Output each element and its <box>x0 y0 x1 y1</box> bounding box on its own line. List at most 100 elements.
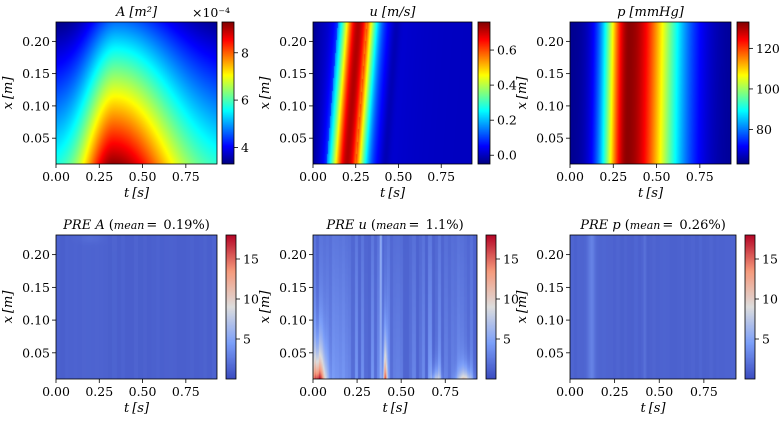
y-axis-unit: [m] <box>258 290 273 313</box>
title-mean-value: 0.26% <box>679 218 720 233</box>
y-tick-label: 0.20 <box>536 247 564 262</box>
x-axis-symbol: t <box>380 186 386 201</box>
x-tick-label: 0.50 <box>643 169 671 184</box>
y-tick-label: 0.05 <box>536 131 564 146</box>
x-tick-label: 0.50 <box>129 384 157 399</box>
x-tick-label: 0.75 <box>172 169 200 184</box>
x-axis-unit: [s] <box>132 186 150 201</box>
y-tick-label: 0.10 <box>22 98 50 113</box>
heatmap-image <box>570 22 731 164</box>
title-paren-close: ) <box>205 218 210 233</box>
colorbar <box>222 22 234 164</box>
colorbar-tick-label: 5 <box>762 332 770 347</box>
x-tick-label: 0.25 <box>601 384 629 399</box>
title-paren-close: ) <box>459 218 464 233</box>
heatmap-panel-2: 0.00 0.25 0.50 0.75 0.05 0.10 0.15 0.20 t [s] x [m]… <box>258 5 517 201</box>
y-tick-label: 0.15 <box>536 280 564 295</box>
colorbar-tick-label: 5 <box>243 332 251 347</box>
title-unit: [m²] <box>129 5 158 20</box>
heatmap-image <box>56 22 217 164</box>
colorbar-tick-label: 0.2 <box>497 113 517 128</box>
x-tick-label: 0.75 <box>690 384 718 399</box>
x-tick-label: 0.25 <box>343 384 371 399</box>
x-axis-unit: [s] <box>646 186 664 201</box>
x-axis-symbol: t <box>640 401 646 416</box>
colorbar-frame <box>477 21 491 165</box>
colorbar-tick-label: 5 <box>503 332 511 347</box>
plot-frame <box>569 234 737 380</box>
title-mean-label: mean <box>114 219 145 232</box>
x-tick-label: 0.00 <box>556 169 584 184</box>
x-axis-unit: [s] <box>649 401 667 416</box>
x-axis-label: t [s] <box>382 401 408 416</box>
title-paren-open: ( <box>371 218 376 233</box>
title-symbol: PRE u <box>325 218 367 233</box>
y-tick-label: 0.20 <box>536 34 564 49</box>
y-tick-label: 0.05 <box>279 131 307 146</box>
x-axis-label: t [s] <box>124 401 150 416</box>
chart-title: u [m/s] <box>370 5 417 20</box>
x-axis-symbol: t <box>638 186 644 201</box>
chart-title: PRE A (mean = 0.19%) <box>62 218 210 233</box>
title-unit: [mmHg] <box>629 5 684 20</box>
colorbar-tick-label: 120 <box>756 41 780 56</box>
y-axis-unit: [m] <box>1 76 16 99</box>
colorbar-tick-label: 0.4 <box>497 78 517 93</box>
x-axis-label: t [s] <box>638 186 664 201</box>
y-axis-unit: [m] <box>515 290 530 313</box>
colorbar-tick-label: 6 <box>241 93 249 108</box>
title-unit: [m/s] <box>382 5 416 20</box>
x-tick-label: 0.50 <box>387 384 415 399</box>
y-tick-label: 0.20 <box>279 34 307 49</box>
x-tick-label: 0.00 <box>42 169 70 184</box>
x-tick-label: 0.75 <box>172 384 200 399</box>
y-tick-label: 0.15 <box>536 66 564 81</box>
y-tick-label: 0.20 <box>279 247 307 262</box>
x-axis-unit: [s] <box>391 401 409 416</box>
heatmap-panel-3: 0.00 0.25 0.50 0.75 0.05 0.10 0.15 0.20 t [s] x [m]… <box>515 5 780 201</box>
x-tick-label: 0.25 <box>85 384 113 399</box>
title-mean-value: 0.19% <box>163 218 204 233</box>
title-symbol: u <box>370 5 378 20</box>
x-tick-label: 0.50 <box>129 169 157 184</box>
heatmap-image <box>313 235 477 379</box>
colorbar <box>745 235 755 379</box>
x-tick-label: 0.00 <box>42 384 70 399</box>
y-tick-label: 0.10 <box>536 98 564 113</box>
colorbar-tick-label: 10 <box>503 292 519 307</box>
heatmap-panel-4: 0.00 0.25 0.50 0.75 0.05 0.10 0.15 0.20 t [s] x [m]… <box>1 218 259 416</box>
colorbar-tick-label: 8 <box>241 45 249 60</box>
title-paren-close: ) <box>721 218 726 233</box>
colorbar <box>226 235 236 379</box>
x-tick-label: 0.50 <box>645 384 673 399</box>
plot-frame <box>55 234 218 380</box>
x-tick-label: 0.00 <box>556 384 584 399</box>
title-mean-label: mean <box>376 219 407 232</box>
colorbar <box>486 235 496 379</box>
x-tick-label: 0.00 <box>299 169 327 184</box>
x-axis-symbol: t <box>124 401 130 416</box>
title-symbol: PRE p <box>579 218 621 233</box>
x-tick-label: 0.25 <box>85 169 113 184</box>
y-axis-unit: [m] <box>515 76 530 99</box>
title-equals: = <box>409 218 424 233</box>
y-tick-label: 0.05 <box>536 345 564 360</box>
y-tick-label: 0.15 <box>22 66 50 81</box>
y-axis-label: x [m] <box>258 76 273 110</box>
colorbar-tick-label: 80 <box>756 122 772 137</box>
y-tick-label: 0.05 <box>279 345 307 360</box>
colorbar <box>737 22 749 164</box>
colorbar-tick-label: 0.6 <box>497 43 517 58</box>
x-tick-label: 0.75 <box>427 169 455 184</box>
y-axis-symbol: x <box>515 101 530 109</box>
x-tick-label: 0.50 <box>385 169 413 184</box>
x-axis-unit: [s] <box>132 401 150 416</box>
y-axis-label: x [m] <box>1 290 16 324</box>
y-axis-symbol: x <box>258 101 273 109</box>
y-tick-label: 0.10 <box>22 313 50 328</box>
title-equals: = <box>146 218 161 233</box>
colorbar-tick-label: 4 <box>241 140 249 155</box>
title-symbol: A <box>115 5 125 20</box>
y-tick-label: 0.20 <box>22 34 50 49</box>
